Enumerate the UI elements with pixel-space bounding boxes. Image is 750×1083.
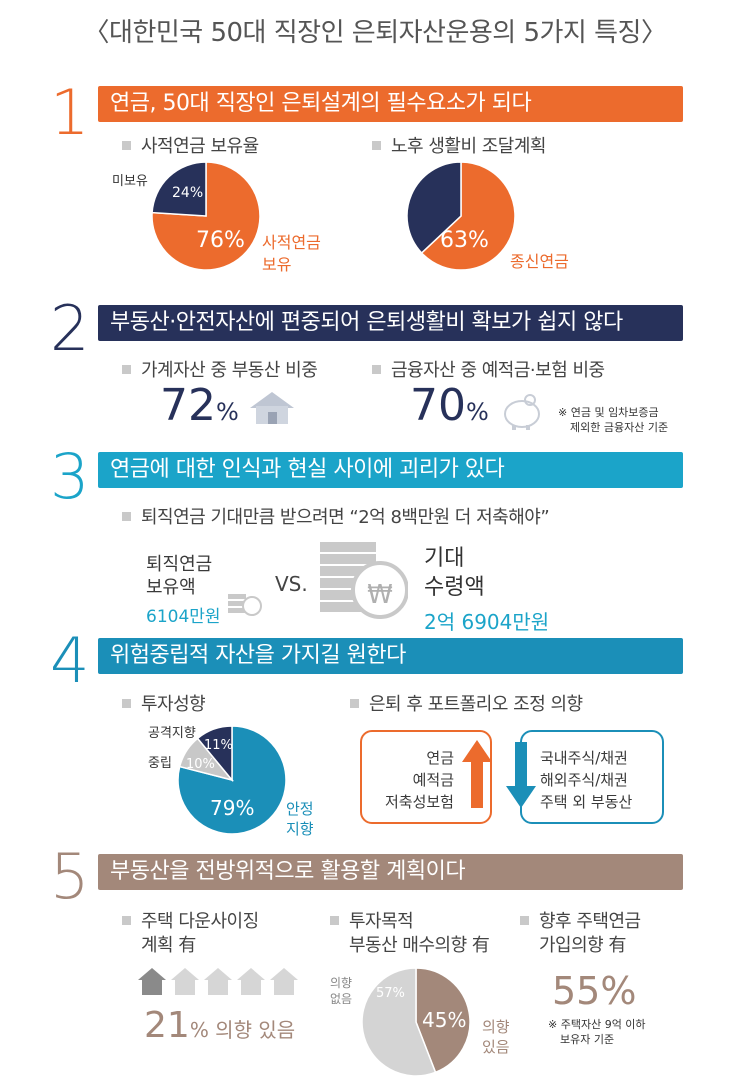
house-body [142, 979, 162, 995]
s5-c-value: 55% [552, 969, 637, 1013]
s5-no-pct: 57% [376, 986, 405, 1001]
s1-minor-pct: 24% [172, 185, 204, 201]
s1-right-pct: 63% [440, 228, 489, 253]
s5-c-label: 향후 주택연금 가입의향 有 [520, 910, 641, 959]
houses-icon [138, 968, 298, 995]
s5-no-label: 의향 없음 [330, 976, 353, 1006]
s4-neutral-label: 중립 [148, 756, 172, 771]
s1-minor-label: 미보유 [112, 174, 148, 189]
s3-left-label: 퇴직연금 보유액 [146, 554, 213, 599]
s1-right-pie [406, 161, 516, 271]
section-4-number: 4 [50, 624, 90, 697]
s4-stable-label: 안정 지향 [286, 800, 314, 838]
s5-b-label: 투자목적 부동산 매수의향 有 [330, 910, 490, 959]
pie-slice-yes [415, 967, 471, 1074]
s3-left-value: 6104만원 [146, 607, 221, 627]
decrease-items: 국내주식/채권 해외주식/채권 주택 외 부동산 [540, 749, 633, 811]
s1-right-main-label: 종신연금 [510, 252, 569, 271]
won-icon: ₩ [367, 580, 393, 610]
house-body [175, 979, 195, 995]
house-icon [250, 392, 294, 424]
up-arrow-icon [462, 740, 492, 808]
s2-note: ※ 연금 및 임차보증금 제외한 금융자산 기준 [558, 406, 669, 434]
s5-yes-pct: 45% [422, 1008, 467, 1032]
section-4-headline: 위험중립적 자산을 가지길 원한다 [98, 638, 683, 674]
s4-aggressive-pct: 11% [204, 738, 233, 753]
house-roof [138, 968, 166, 980]
house-roof [171, 968, 199, 980]
house-roof [237, 968, 265, 980]
down-arrow-icon [506, 742, 536, 808]
house-body [241, 979, 261, 995]
house-body [208, 979, 228, 995]
s5-c-note: ※ 주택자산 9억 이하 보유자 기준 [548, 1018, 646, 1046]
s4-pie [177, 725, 287, 835]
s4-stable-pct: 79% [210, 796, 255, 820]
increase-items: 연금 예적금 저축성보험 [384, 749, 454, 811]
pie-slice-other [406, 161, 462, 255]
page-title: 〈대한민국 50대 직장인 은퇴자산운용의 5가지 특징〉 [83, 18, 667, 48]
s5-pie [361, 967, 471, 1077]
pie-slice-lifetime-annuity [420, 161, 516, 271]
vs-label: VS. [275, 572, 308, 596]
section-1-number: 1 [50, 76, 90, 149]
s5-a-value: 21% 의향 있음 [144, 1005, 296, 1046]
s2-right-label: 금융자산 중 예적금·보험 비중 [372, 356, 605, 382]
s2-right-value: 70% [410, 380, 489, 431]
pie-slice-aggressive [196, 725, 233, 783]
s4-aggressive-label: 공격지향 [148, 726, 196, 741]
section-2-headline: 부동산·안전자산에 편중되어 은퇴생활비 확보가 쉽지 않다 [98, 305, 683, 341]
coin-stack-icon [320, 542, 408, 619]
s5-yes-label: 의향 있음 [482, 1018, 510, 1056]
section-5-number: 5 [50, 840, 90, 913]
pie-slice-not-held [151, 161, 207, 217]
section-3-number: 3 [50, 440, 90, 513]
s2-left-value: 72% [160, 380, 239, 431]
house-roof [270, 968, 298, 980]
section-5-headline: 부동산을 전방위적으로 활용할 계획이다 [98, 854, 683, 890]
s4-left-label: 투자성향 [122, 690, 206, 716]
section-1-headline: 연금, 50대 직장인 은퇴설계의 필수요소가 되다 [98, 86, 683, 122]
piggy-bank-icon [504, 394, 540, 430]
s3-right-value: 2억 6904만원 [424, 610, 550, 634]
small-coins-icon [228, 594, 262, 616]
s1-right-label: 노후 생활비 조달계획 [372, 132, 546, 158]
house-roof [204, 968, 232, 980]
section-3-headline: 연금에 대한 인식과 현실 사이에 괴리가 있다 [98, 452, 683, 488]
house-body [274, 979, 294, 995]
s5-a-label: 주택 다운사이징 계획 有 [122, 910, 259, 959]
s1-main-label: 사적연금 보유 [262, 233, 321, 275]
section-2-number: 2 [50, 292, 90, 365]
s1-main-pct: 76% [196, 228, 245, 253]
s4-neutral-pct: 10% [186, 757, 215, 772]
s4-right-label: 은퇴 후 포트폴리오 조정 의향 [350, 690, 583, 716]
pie-slice-no [361, 967, 437, 1077]
s3-bullet: 퇴직연금 기대만큼 받으려면 “2억 8백만원 더 저축해야” [122, 503, 550, 529]
increase-box [360, 730, 492, 824]
s1-left-pie [151, 161, 261, 271]
s3-right-label: 기대 수령액 [424, 546, 485, 600]
s2-left-label: 가계자산 중 부동산 비중 [122, 356, 318, 382]
s1-left-label: 사적연금 보유율 [122, 132, 259, 158]
